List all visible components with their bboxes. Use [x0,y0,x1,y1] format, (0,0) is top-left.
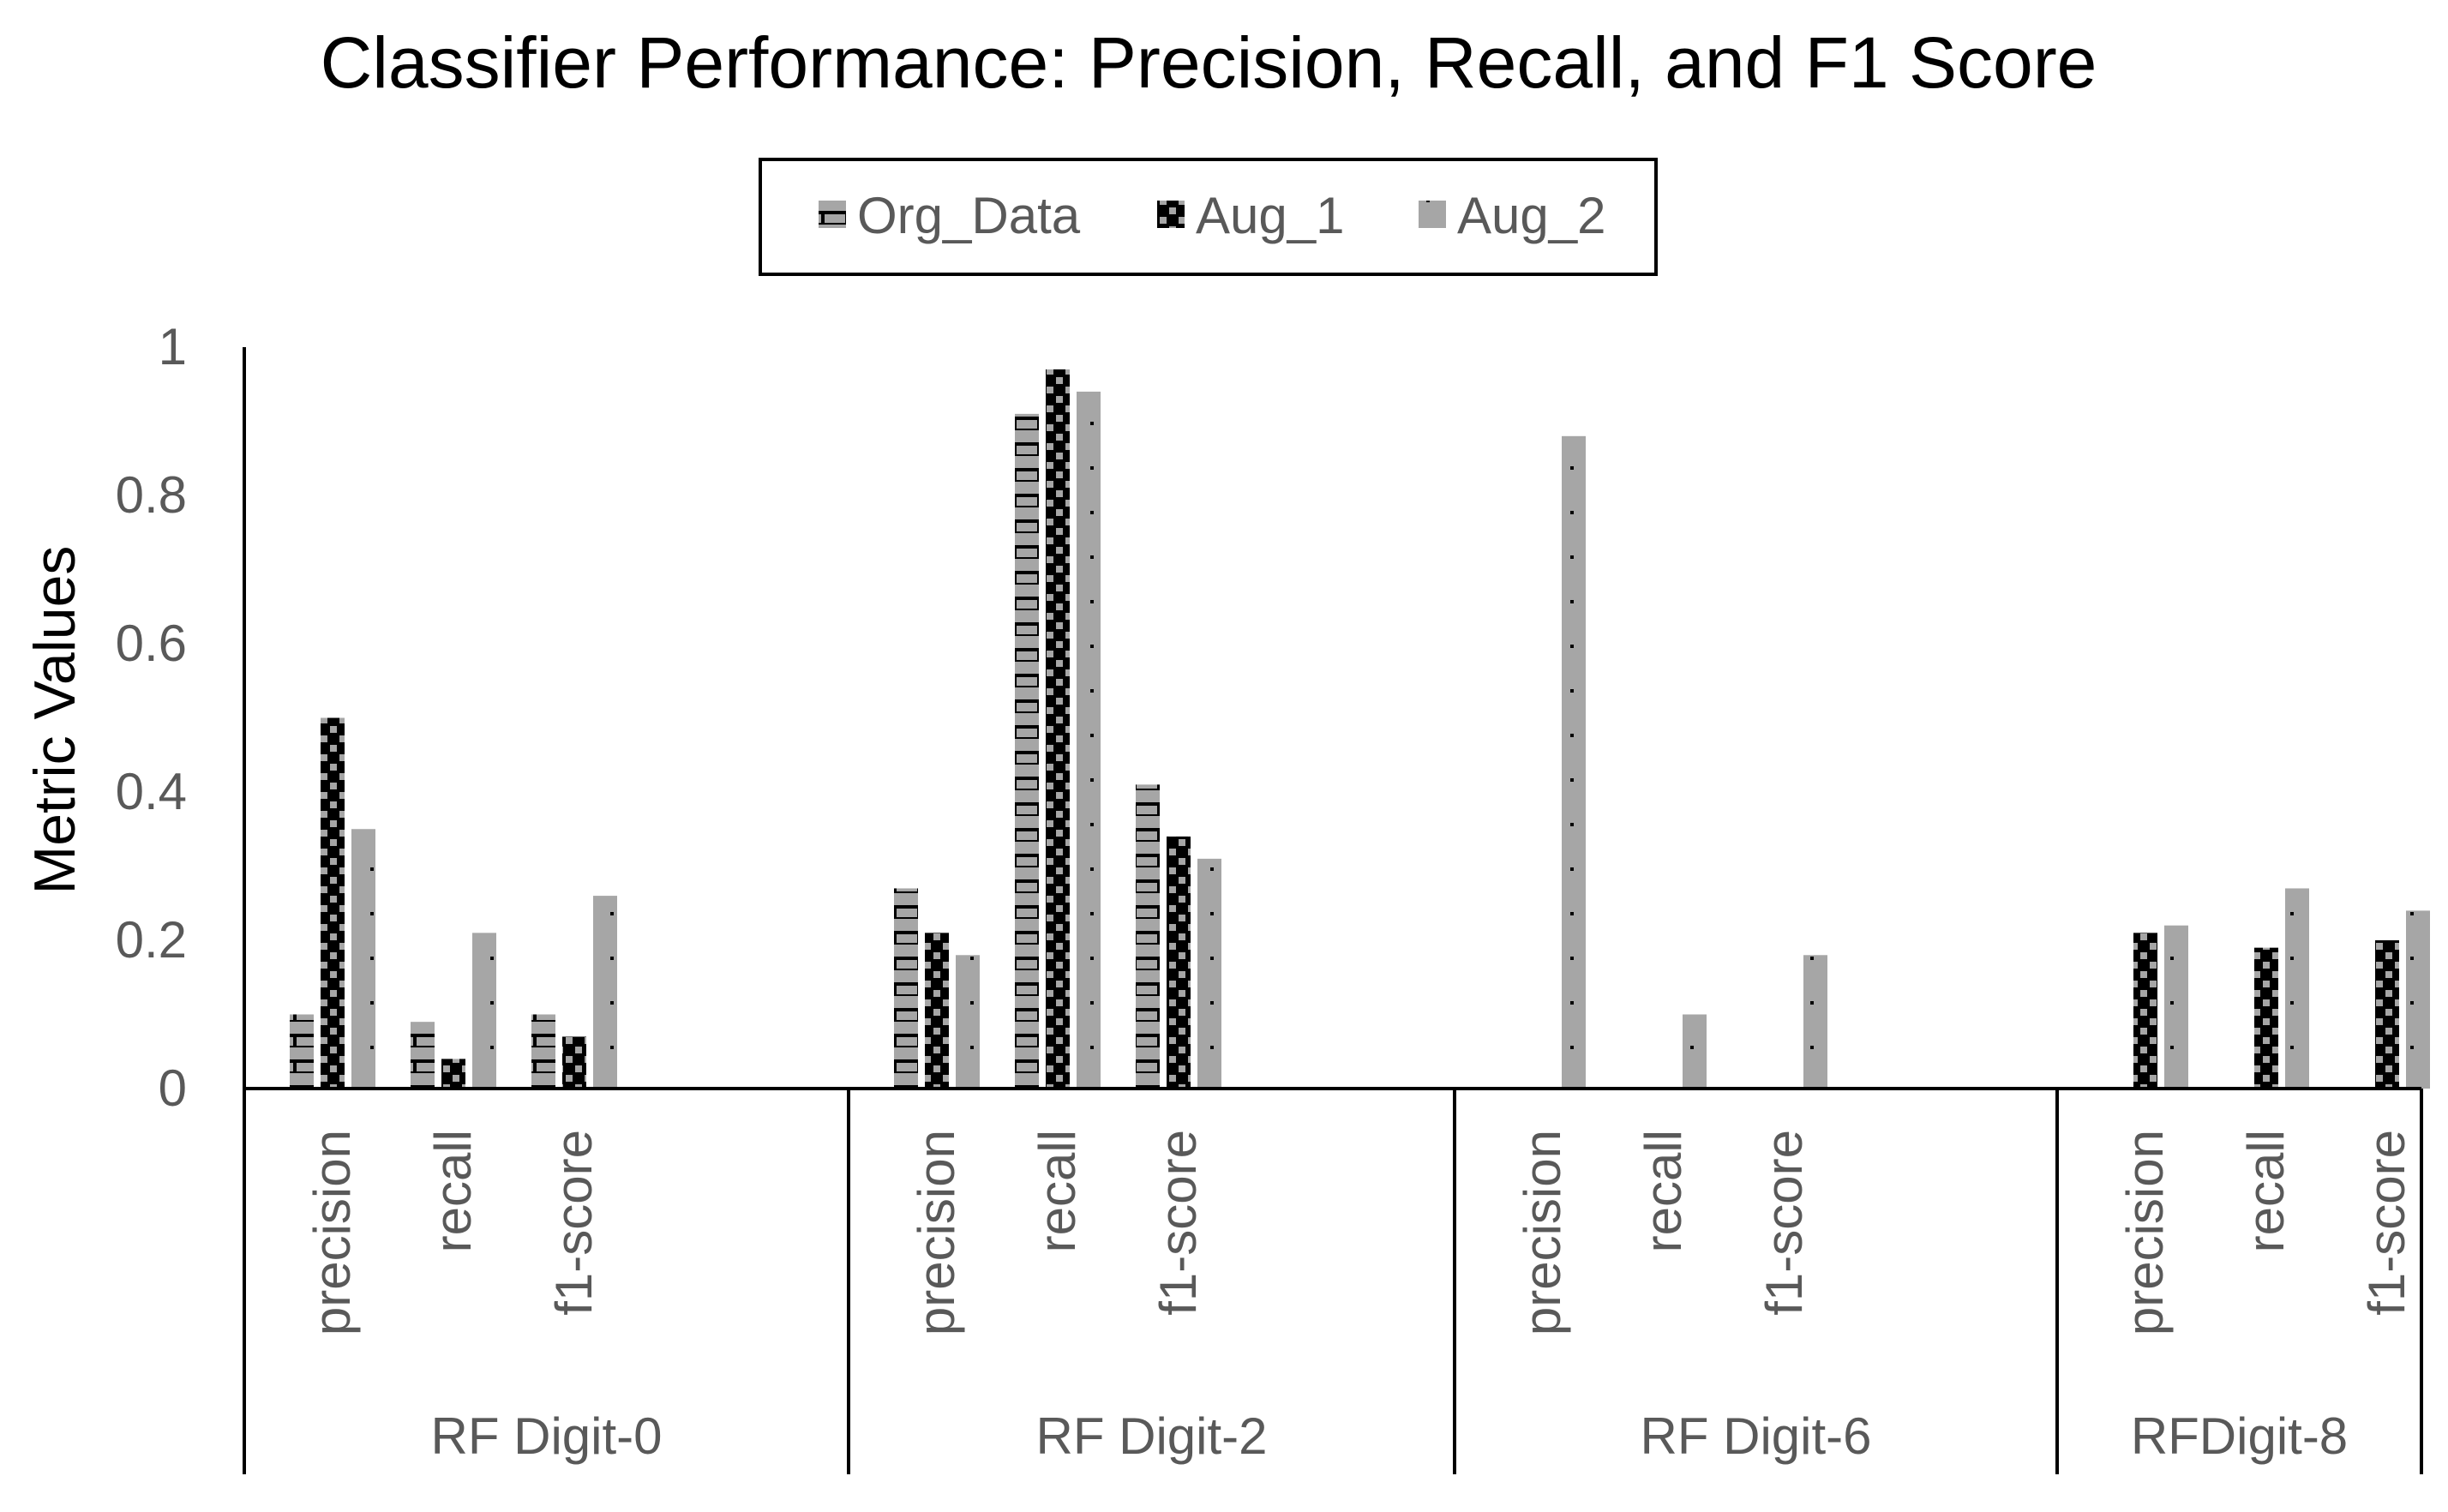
category-label: f1-score [2358,1130,2415,1316]
category-label: f1-score [1149,1130,1207,1316]
bar-org-data [290,1014,314,1089]
bar-aug-1 [2254,947,2278,1089]
bar-aug-2 [2406,910,2430,1089]
bar-aug-2 [2164,925,2188,1089]
category-label: precision [303,1130,361,1335]
category-label: recall [1635,1130,1692,1252]
bar-aug-2 [1562,435,1586,1089]
bar-aug-1 [321,717,345,1089]
bar-org-data [1136,784,1160,1089]
legend-box [759,158,1658,276]
bar-aug-1 [2133,933,2157,1089]
legend-swatch-org-data [819,201,846,228]
y-tick-label: 0.8 [116,466,187,524]
bar-org-data [1015,413,1039,1089]
category-label: precision [1514,1130,1571,1335]
bar-org-data [411,1022,435,1089]
bar-aug-2 [351,829,375,1089]
bar-org-data [894,888,918,1089]
group-label: RF Digit-6 [1640,1407,1871,1465]
y-tick-label: 0.6 [116,615,187,672]
legend-swatch-aug-1 [1157,201,1185,228]
category-label: recall [1029,1130,1086,1252]
category-label: recall [2237,1130,2295,1252]
group-labels: RF Digit-0 RF Digit-2 RF Digit-6 RFDigit-8 [430,1407,2348,1465]
y-axis-label: Metric Values [22,546,87,895]
axes [243,347,2423,1474]
bar-aug-2 [472,933,496,1089]
y-tick-label: 1 [159,318,187,375]
group-label: RF Digit-0 [430,1407,662,1465]
group-label: RF Digit-2 [1035,1407,1267,1465]
legend-swatch-aug-2 [1419,201,1446,228]
legend-label-aug-1: Aug_1 [1196,187,1345,244]
category-label: precision [2116,1130,2174,1335]
bar-aug-2 [956,955,980,1089]
category-label: recall [424,1130,482,1252]
category-label: precision [908,1130,965,1335]
bar-aug-1 [925,933,949,1089]
bar-aug-2 [593,896,617,1089]
bar-aug-1 [562,1036,586,1089]
y-tick-label: 0.2 [116,911,187,969]
chart-title: Classifier Performance: Precision, Recal… [321,22,2097,103]
bar-aug-1 [1167,836,1191,1089]
category-labels: precision recall f1-score precision recall f1… [303,1130,2415,1335]
bar-aug-2 [1197,858,1221,1089]
bar-aug-2 [1077,391,1101,1089]
category-label: f1-score [545,1130,603,1316]
group-label: RFDigit-8 [2131,1407,2348,1465]
bars [290,369,2430,1089]
y-tick-label: 0.4 [116,763,187,820]
bar-aug-1 [441,1059,465,1089]
bar-org-data [531,1014,555,1089]
legend-label-org-data: Org_Data [857,187,1081,244]
legend-label-aug-2: Aug_2 [1457,187,1606,244]
bar-aug-2 [2285,888,2309,1089]
legend-items: Org_Data Aug_1 Aug_2 [819,187,1606,244]
y-tick-label: 0 [159,1059,187,1117]
bar-aug-1 [1046,369,1070,1089]
bar-aug-1 [2375,940,2399,1089]
bar-aug-2 [1803,955,1827,1089]
bar-aug-2 [1683,1014,1707,1089]
y-axis-ticks: 0 0.2 0.4 0.6 0.8 1 [116,318,187,1117]
category-label: f1-score [1755,1130,1813,1316]
legend: Org_Data Aug_1 Aug_2 [759,158,1658,276]
